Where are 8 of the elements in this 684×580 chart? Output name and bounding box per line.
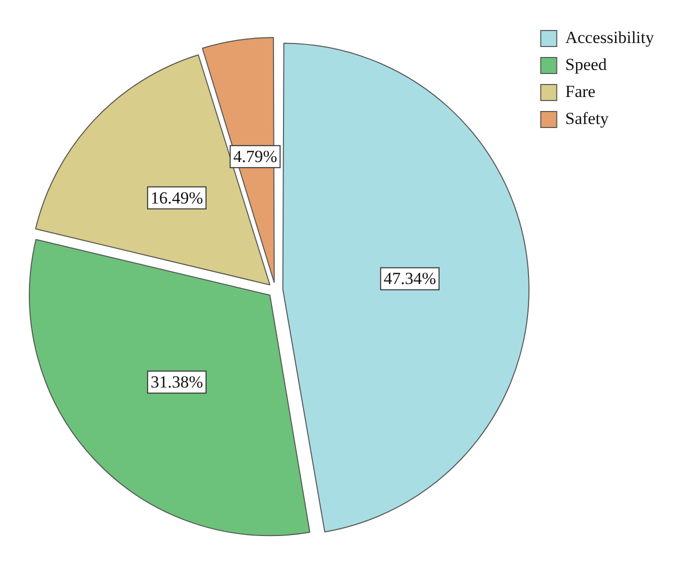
legend-label: Safety xyxy=(565,108,610,128)
legend-label: Accessibility xyxy=(565,28,654,47)
legend-label: Speed xyxy=(565,54,608,74)
data-label: 4.79% xyxy=(233,147,278,166)
legend-label: Fare xyxy=(565,82,596,101)
data-label: 31.38% xyxy=(150,372,204,392)
data-label: 47.34% xyxy=(384,269,436,288)
data-label: 16.49% xyxy=(150,188,204,208)
